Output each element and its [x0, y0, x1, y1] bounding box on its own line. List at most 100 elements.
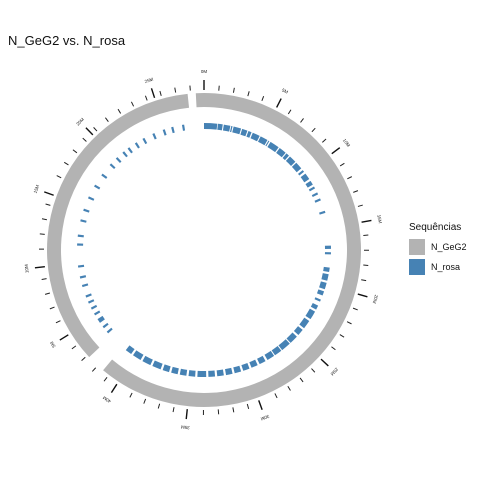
alignment-block: [115, 157, 122, 163]
minor-tick: [93, 127, 98, 132]
alignment-block: [77, 234, 84, 238]
minor-tick: [104, 117, 109, 123]
major-tick-5: [320, 358, 329, 367]
alignment-block: [109, 163, 116, 170]
minor-tick: [331, 346, 336, 351]
alignment-block: [300, 173, 310, 183]
minor-tick: [144, 95, 148, 101]
minor-tick: [41, 278, 47, 280]
alignment-block: [77, 243, 84, 246]
legend: Sequências N_GeG2 N_rosa: [409, 222, 467, 277]
alignment-block: [134, 142, 140, 149]
tick-label-4: 20M: [372, 294, 379, 304]
alignment-block: [305, 180, 313, 188]
alignment-block: [267, 141, 279, 153]
alignment-block: [87, 196, 95, 201]
minor-tick: [232, 407, 235, 413]
minor-tick: [357, 204, 363, 207]
minor-tick: [346, 321, 352, 325]
legend-label-geg2: N_GeG2: [431, 242, 467, 252]
alignment-block: [276, 148, 286, 158]
alignment-block: [232, 126, 242, 135]
tick-label-9: 5M: [49, 340, 57, 348]
minor-tick: [44, 292, 51, 295]
alignment-block: [85, 293, 92, 298]
alignment-block: [282, 153, 289, 161]
alignment-layer: [77, 123, 331, 377]
minor-tick: [261, 95, 265, 102]
alignment-block: [324, 245, 331, 249]
minor-tick: [352, 307, 358, 311]
alignment-block: [162, 129, 167, 136]
alignment-block: [216, 369, 224, 377]
minor-tick: [157, 403, 161, 409]
alignment-block: [278, 339, 290, 351]
alignment-block: [225, 367, 233, 376]
minor-tick: [129, 392, 133, 398]
minor-tick: [247, 91, 250, 97]
sequence-arc-1: [47, 93, 190, 358]
minor-tick: [71, 345, 77, 350]
alignment-block: [101, 173, 108, 179]
tick-label-8: 40M: [102, 395, 112, 404]
major-tick-10: [34, 266, 45, 269]
alignment-block: [310, 303, 319, 310]
minor-tick: [82, 137, 87, 142]
tick-label-5: 25M: [329, 367, 339, 377]
alignment-block: [233, 365, 242, 374]
alignment-block: [314, 297, 321, 302]
major-tick-13: [150, 88, 156, 99]
alignment-block: [80, 219, 87, 223]
alignment-block: [132, 350, 144, 360]
tick-label-3: 15M: [376, 214, 382, 224]
alignment-block: [314, 198, 321, 203]
legend-entry-geg2: N_GeG2: [409, 237, 467, 257]
minor-tick: [232, 87, 235, 93]
alignment-block: [229, 125, 233, 133]
alignment-block: [171, 126, 175, 134]
major-tick-3: [361, 219, 372, 223]
alignment-block: [264, 350, 275, 360]
minor-tick: [72, 149, 78, 154]
chart-title: N_GeG2 vs. N_rosa: [8, 33, 126, 48]
alignment-block: [77, 264, 85, 268]
major-tick-11: [44, 191, 54, 196]
major-tick-1: [276, 98, 282, 108]
minor-tick: [300, 118, 304, 123]
tick-label-13: 25M: [144, 77, 154, 85]
alignment-block: [122, 151, 128, 158]
alignment-block: [208, 370, 216, 377]
minor-tick: [322, 138, 327, 143]
minor-tick: [91, 367, 97, 372]
alignment-block: [298, 170, 305, 176]
alignment-block: [299, 317, 310, 329]
tick-label-0: 0M: [201, 69, 208, 74]
alignment-block: [127, 147, 133, 154]
tick-label-12: 20M: [75, 117, 85, 127]
alignment-block: [324, 252, 331, 255]
alignment-block: [87, 299, 95, 304]
alignment-block: [94, 184, 101, 190]
alignment-block: [171, 366, 179, 375]
alignment-block: [257, 355, 266, 365]
alignment-block: [308, 186, 316, 192]
minor-tick: [143, 398, 147, 404]
alignment-block: [197, 370, 207, 377]
sequence-arc-0: [103, 93, 362, 407]
alignment-block: [305, 308, 316, 320]
major-tick-6: [258, 400, 263, 410]
alignment-block: [249, 359, 258, 368]
minor-tick: [311, 127, 316, 133]
alignment-block: [246, 131, 252, 138]
legend-key-rosa: [409, 259, 425, 275]
legend-entry-rosa: N_rosa: [409, 257, 467, 277]
alignment-block: [321, 273, 329, 281]
minor-tick: [274, 393, 278, 399]
minor-tick: [287, 386, 291, 391]
alignment-block: [90, 304, 98, 310]
tick-label-2: 10M: [342, 138, 351, 148]
alignment-block: [152, 133, 157, 140]
alignment-block: [240, 128, 248, 137]
minor-tick: [353, 190, 359, 193]
